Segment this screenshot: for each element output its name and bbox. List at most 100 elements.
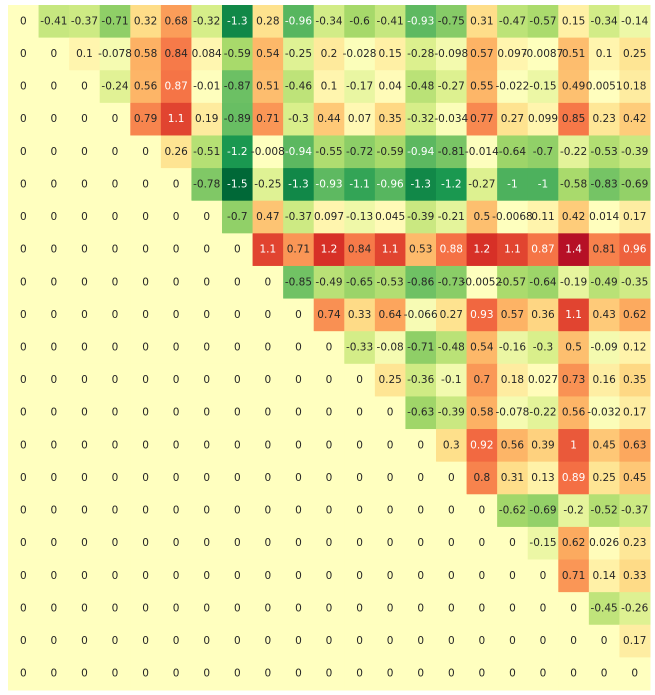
heatmap-cell-r5-c7 xyxy=(222,168,254,202)
heatmap-value-r1-c20: 0.25 xyxy=(623,48,646,60)
heatmap-cell-r0-c2 xyxy=(69,5,101,39)
heatmap-value-r14-c5: 0 xyxy=(173,472,180,484)
heatmap-cell-r19-c0 xyxy=(8,624,40,658)
heatmap-cell-r1-c4 xyxy=(130,37,162,71)
heatmap-cell-r4-c8 xyxy=(252,135,284,169)
heatmap-cell-r7-c5 xyxy=(160,233,192,267)
heatmap-value-r4-c19: -0.53 xyxy=(591,146,618,158)
heatmap-cell-r0-c6 xyxy=(191,5,223,39)
heatmap-value-r10-c7: 0 xyxy=(234,342,241,354)
heatmap-cell-r13-c4 xyxy=(130,429,162,463)
heatmap-value-r17-c5: 0 xyxy=(173,570,180,582)
heatmap-value-r12-c19: -0.032 xyxy=(587,407,621,419)
heatmap-cell-r18-c8 xyxy=(252,592,284,626)
heatmap-value-r9-c13: -0.066 xyxy=(404,309,438,321)
heatmap-value-r16-c19: 0.026 xyxy=(589,537,619,549)
heatmap-value-r12-c11: 0 xyxy=(356,407,363,419)
heatmap-value-r0-c1: -0.41 xyxy=(40,15,67,27)
heatmap-cell-r2-c15 xyxy=(466,70,498,104)
heatmap-cell-r17-c10 xyxy=(313,559,345,593)
heatmap-value-r13-c1: 0 xyxy=(51,439,58,451)
heatmap-value-r17-c6: 0 xyxy=(203,570,210,582)
heatmap-cell-r15-c12 xyxy=(374,494,406,528)
heatmap-cell-r19-c12 xyxy=(374,624,406,658)
heatmap-cell-r1-c7 xyxy=(222,37,254,71)
heatmap-cell-r4-c10 xyxy=(313,135,345,169)
heatmap-cell-r2-c6 xyxy=(191,70,223,104)
heatmap-value-r17-c18: 0.71 xyxy=(562,570,585,582)
heatmap-value-r20-c8: 0 xyxy=(265,668,272,680)
heatmap-value-r19-c1: 0 xyxy=(51,635,58,647)
heatmap-value-r18-c7: 0 xyxy=(234,602,241,614)
heatmap-value-r3-c17: 0.099 xyxy=(528,113,558,125)
heatmap-value-r7-c18: 1.4 xyxy=(565,244,582,256)
heatmap-cell-r14-c0 xyxy=(8,461,40,495)
heatmap-cell-r8-c18 xyxy=(558,265,590,300)
heatmap-value-r0-c8: 0.28 xyxy=(256,15,279,27)
heatmap-value-r18-c1: 0 xyxy=(51,602,58,614)
heatmap-value-r14-c6: 0 xyxy=(203,472,210,484)
heatmap-value-r20-c20: 0 xyxy=(631,668,638,680)
heatmap-cell-r17-c4 xyxy=(130,559,162,593)
heatmap-value-r3-c10: 0.44 xyxy=(317,113,341,125)
heatmap-value-r2-c6: -0.01 xyxy=(193,81,220,93)
heatmap-cell-r19-c19 xyxy=(588,624,620,658)
heatmap-cell-r5-c3 xyxy=(99,168,131,202)
heatmap-cell-r5-c6 xyxy=(191,168,223,202)
heatmap-value-r3-c1: 0 xyxy=(51,113,58,125)
heatmap-cell-r4-c15 xyxy=(466,135,498,169)
heatmap-value-r4-c6: -0.51 xyxy=(193,146,220,158)
heatmap-value-r9-c7: 0 xyxy=(234,309,241,321)
heatmap-value-r14-c14: 0 xyxy=(448,472,455,484)
heatmap-cell-r15-c9 xyxy=(283,494,315,528)
heatmap-cell-r9-c7 xyxy=(222,298,254,332)
heatmap-cell-r18-c13 xyxy=(405,592,437,626)
heatmap-value-r5-c10: -0.93 xyxy=(315,178,342,190)
heatmap-cell-r20-c6 xyxy=(191,657,223,691)
heatmap-value-r17-c7: 0 xyxy=(234,570,241,582)
heatmap-cell-r7-c7 xyxy=(222,233,254,267)
heatmap-cell-r20-c13 xyxy=(405,657,437,691)
heatmap-cell-r6-c12 xyxy=(374,200,406,234)
heatmap-value-r20-c11: 0 xyxy=(356,668,363,680)
heatmap-value-r5-c9: -1.3 xyxy=(288,178,309,190)
heatmap-cell-r15-c1 xyxy=(38,494,70,528)
heatmap-cell-r14-c10 xyxy=(313,461,345,495)
heatmap-cell-r13-c16 xyxy=(497,429,529,463)
heatmap-value-r10-c9: 0 xyxy=(295,342,302,354)
heatmap-cell-r3-c11 xyxy=(344,102,376,136)
heatmap-value-r5-c18: -0.58 xyxy=(560,178,587,190)
heatmap-cell-r3-c9 xyxy=(283,102,315,136)
heatmap-value-r10-c3: 0 xyxy=(112,342,119,354)
heatmap-value-r2-c1: 0 xyxy=(51,81,58,93)
heatmap-cell-r5-c11 xyxy=(344,168,376,202)
heatmap-cell-r11-c17 xyxy=(527,363,559,397)
heatmap-cell-r15-c16 xyxy=(497,494,529,528)
heatmap-value-r2-c3: -0.24 xyxy=(101,81,128,93)
heatmap-value-r5-c0: 0 xyxy=(20,178,27,190)
heatmap-value-r7-c6: 0 xyxy=(203,244,210,256)
heatmap-cell-r12-c13 xyxy=(405,396,437,430)
heatmap-cell-r6-c9 xyxy=(283,200,315,234)
heatmap-cell-r4-c3 xyxy=(99,135,131,169)
heatmap-value-r1-c6: 0.084 xyxy=(192,48,222,60)
heatmap-value-r15-c18: -0.2 xyxy=(563,505,584,517)
heatmap-cell-r6-c18 xyxy=(558,200,590,234)
heatmap-value-r5-c16: -1 xyxy=(507,178,517,190)
heatmap-value-r12-c0: 0 xyxy=(20,407,27,419)
heatmap-value-r13-c2: 0 xyxy=(81,439,88,451)
heatmap-cell-r4-c14 xyxy=(436,135,468,169)
heatmap-value-r7-c1: 0 xyxy=(51,244,58,256)
heatmap-cell-r7-c4 xyxy=(130,233,162,267)
heatmap-value-r18-c6: 0 xyxy=(203,602,210,614)
heatmap-cell-r11-c2 xyxy=(69,363,101,397)
heatmap-value-r18-c14: 0 xyxy=(448,602,455,614)
heatmap-value-r16-c11: 0 xyxy=(356,537,363,549)
heatmap-cell-r13-c5 xyxy=(160,429,192,463)
heatmap-cell-r13-c2 xyxy=(69,429,101,463)
heatmap-value-r2-c20: 0.18 xyxy=(623,81,646,93)
heatmap-cell-r5-c4 xyxy=(130,168,162,202)
heatmap-value-r4-c15: -0.014 xyxy=(465,146,499,158)
heatmap-cell-r18-c3 xyxy=(99,592,131,626)
